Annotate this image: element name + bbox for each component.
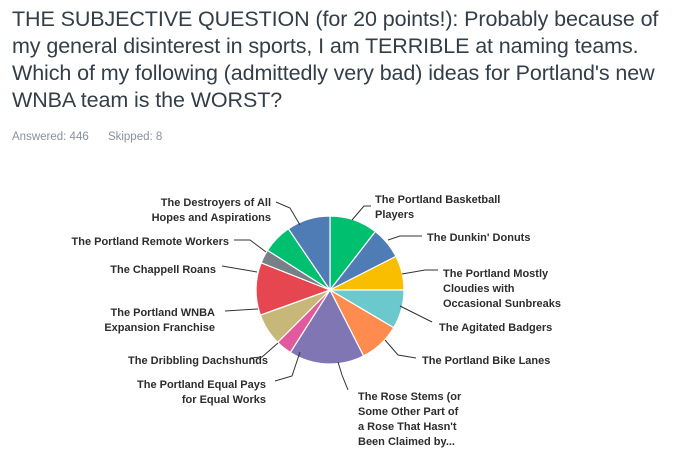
slice-label-line: The Portland Mostly: [443, 268, 549, 280]
slice-label: The Portland WNBA Expansion Franchise: [104, 307, 215, 334]
slice-leader-line: [224, 308, 259, 312]
response-stats: Answered: 446 Skipped: 8: [12, 131, 178, 143]
slice-leader-line: [387, 235, 422, 241]
pie-slice[interactable]: [289, 288, 365, 365]
slice-leader-line: [351, 205, 371, 221]
slice-label: The Dribbling Dachshunds: [128, 355, 268, 367]
slice-label-line: The Destroyers of All: [161, 197, 271, 209]
pie-slice[interactable]: [287, 215, 331, 292]
slice-label: The Portland Basketball Players: [375, 194, 500, 221]
slice-label-line: The Portland Bike Lanes: [422, 355, 550, 367]
slice-label: The Portland Mostly Cloudies with Occasion…: [443, 268, 561, 310]
slice-leader-line: [337, 361, 349, 391]
slice-leader-line: [384, 339, 417, 359]
slice-label-line: Been Claimed by...: [358, 436, 455, 448]
slice-label-line: Occasional Sunbreaks: [443, 298, 561, 310]
slice-label: The Destroyers of All Hopes and Aspiratio…: [152, 197, 271, 224]
slice-label: The Rose Stems (or Some Other Part of a Ro…: [358, 391, 462, 448]
slice-label-line: The Rose Stems (or: [358, 391, 462, 403]
slice-label-line: for Equal Works: [182, 394, 266, 406]
slice-label-line: Expansion Franchise: [104, 322, 215, 334]
slice-label: The Dunkin' Donuts: [427, 232, 530, 244]
slice-label-line: The Chappell Roans: [110, 264, 216, 276]
slice-label: The Portland Remote Workers: [72, 236, 230, 248]
slice-label-line: The Portland Basketball: [375, 194, 500, 206]
slice-leader-line: [234, 239, 267, 253]
slice-label: The Portland Bike Lanes: [422, 355, 550, 367]
slice-label: The Agitated Badgers: [439, 322, 552, 334]
slice-label-line: The Agitated Badgers: [439, 322, 552, 334]
slice-label: The Portland Equal Pays for Equal Works: [137, 379, 266, 406]
slice-label-line: The Portland Remote Workers: [72, 236, 230, 248]
answered-count: Answered: 446: [12, 131, 89, 143]
skipped-count: Skipped: 8: [107, 131, 163, 143]
slice-label-line: Some Other Part of: [358, 406, 459, 418]
slice-leader-line: [399, 305, 433, 323]
slice-label-line: The Portland WNBA: [111, 307, 216, 319]
slice-leader-line: [275, 201, 301, 226]
slice-label-line: The Dunkin' Donuts: [427, 232, 530, 244]
slice-leader-line: [249, 342, 279, 359]
slice-leader-line: [221, 265, 258, 273]
slice-label-line: Players: [375, 209, 414, 221]
slice-label-line: Cloudies with: [443, 283, 515, 295]
slice-label-line: Hopes and Aspirations: [152, 212, 271, 224]
slice-label-line: The Portland Equal Pays: [137, 379, 266, 391]
slice-leader-line: [274, 351, 301, 382]
slice-leader-line: [401, 269, 438, 275]
slice-label-line: The Dribbling Dachshunds: [128, 355, 268, 367]
slice-label-line: a Rose That Hasn't: [358, 421, 457, 433]
question-title: THE SUBJECTIVE QUESTION (for 20 points!)…: [12, 7, 659, 112]
slice-label: The Chappell Roans: [110, 264, 216, 276]
